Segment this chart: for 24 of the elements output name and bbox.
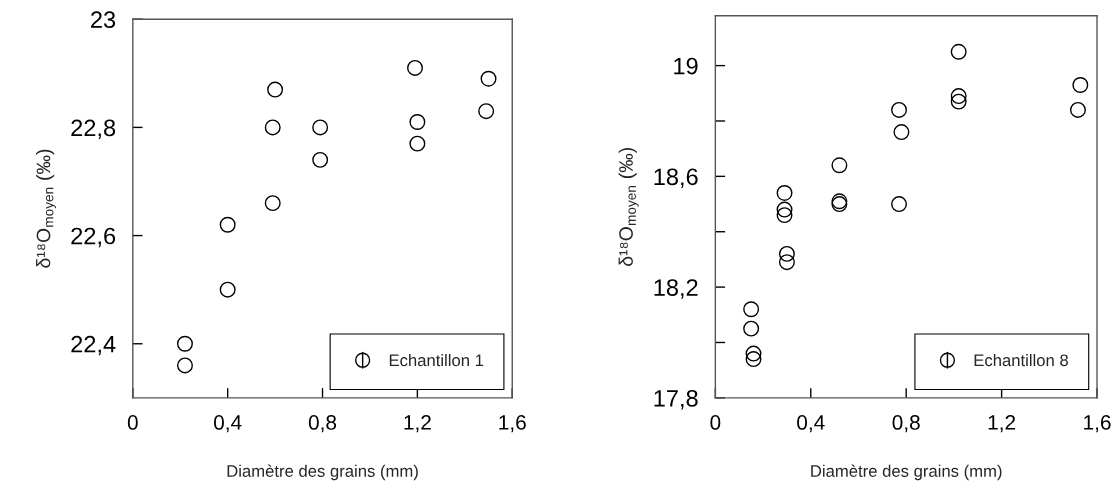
- x-axis-title: Diamètre des grains (mm): [811, 464, 1002, 481]
- y-tick-label: 22,6: [71, 227, 116, 248]
- x-tick-label: 0,8: [308, 415, 337, 433]
- x-tick-label: 0,4: [214, 415, 242, 433]
- y-tick-label: 19: [674, 57, 698, 75]
- y-axis-title: δ¹⁸O$_{moyen}$ (‰): [618, 148, 639, 266]
- legend-label: Echantillon 1: [389, 353, 484, 367]
- x-tick-label: 1,6: [499, 415, 526, 433]
- y-axis-title: δ¹⁸O$_{moyen}$ (‰): [36, 149, 57, 268]
- y-tick-label: 17,8: [654, 389, 698, 410]
- x-tick-label: 0,8: [892, 415, 920, 433]
- y-tick-label: 18,6: [654, 168, 698, 188]
- x-tick-label: 0,4: [797, 415, 825, 433]
- y-tick-label: 23: [91, 11, 116, 29]
- x-tick-label: 0: [710, 415, 721, 430]
- y-tick-label: 18,2: [654, 279, 698, 299]
- y-tick-label: 22,4: [71, 335, 116, 356]
- x-axis-title: Diamètre des grains (mm): [227, 464, 418, 481]
- x-tick-label: 0: [127, 415, 138, 430]
- x-tick-label: 1,2: [988, 415, 1016, 433]
- legend-label: Echantillon 8: [974, 353, 1068, 367]
- x-tick-label: 1,6: [1084, 415, 1111, 433]
- x-tick-label: 1,2: [404, 415, 431, 433]
- y-tick-label: 22,8: [71, 119, 116, 139]
